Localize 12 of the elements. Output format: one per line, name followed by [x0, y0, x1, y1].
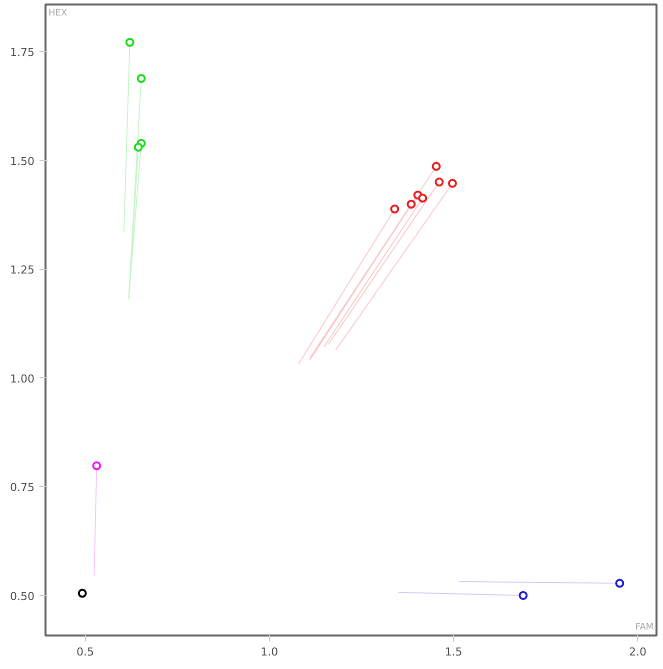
- x-tick-label: 2.0: [628, 646, 646, 658]
- y-tick-label: 0.50: [10, 590, 35, 603]
- x-tick-label: 0.5: [76, 646, 94, 658]
- y-tick-label: 1.50: [10, 154, 35, 168]
- y-tick-label: 1.75: [10, 46, 35, 59]
- y-tick-label: 0.75: [10, 481, 35, 494]
- x-tick-label: 1.5: [444, 646, 462, 658]
- y-tick-label: 1.25: [10, 264, 35, 277]
- x-axis-title: FAM: [635, 622, 654, 632]
- x-tick-label: 1.0: [260, 646, 278, 658]
- y-axis-title: HEX: [48, 8, 68, 18]
- y-tick-label: 1.00: [10, 372, 35, 386]
